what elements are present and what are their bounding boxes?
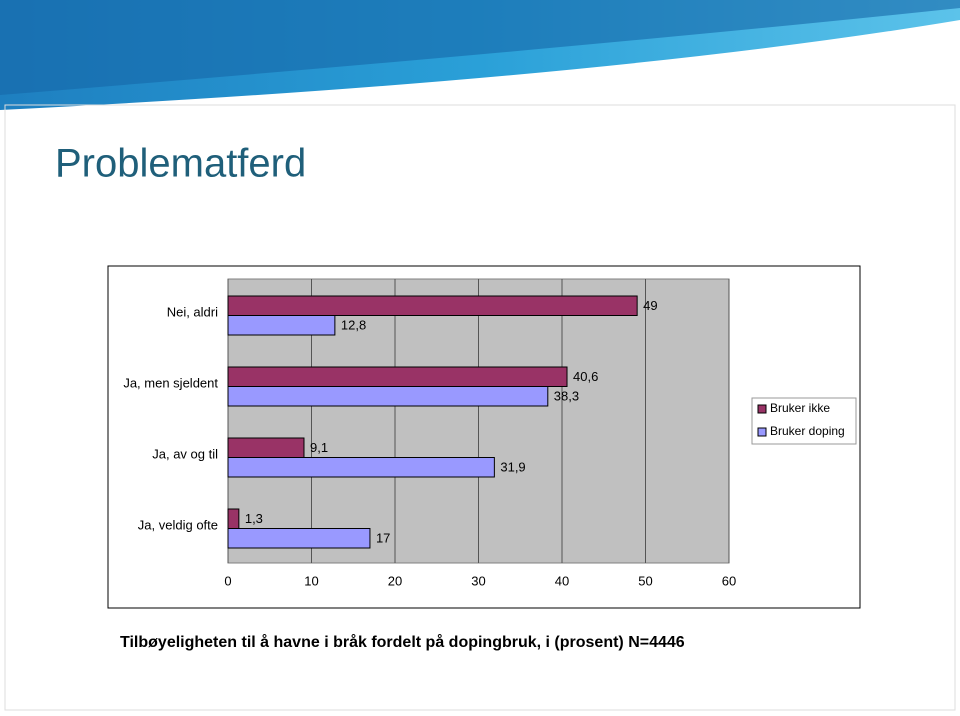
slide-title: Problematferd [55, 142, 306, 186]
bar [227, 457, 495, 478]
bar [227, 528, 371, 549]
x-tick-label: 30 [471, 573, 485, 588]
caption: Tilbøyeligheten til å havne i bråk forde… [120, 633, 685, 651]
y-tick-label: Ja, men sjeldent [123, 375, 218, 390]
value-label: 49 [643, 298, 657, 313]
legend [751, 397, 857, 445]
legend-swatch [757, 427, 767, 437]
banner-wave [0, 0, 960, 95]
value-label: 1,3 [245, 511, 263, 526]
legend-swatch [757, 404, 767, 414]
value-label: 40,6 [573, 369, 598, 384]
slide-border [4, 104, 956, 711]
bar [227, 437, 305, 458]
legend-label: Bruker ikke [770, 401, 830, 415]
bar [227, 315, 336, 336]
bar [227, 295, 638, 316]
value-label: 9,1 [310, 440, 328, 455]
bar [227, 508, 240, 529]
value-label: 12,8 [341, 318, 366, 333]
value-label: 17 [376, 531, 390, 546]
x-tick-label: 10 [304, 573, 318, 588]
bar [227, 366, 568, 387]
y-tick-label: Nei, aldri [167, 304, 218, 319]
x-tick-label: 40 [555, 573, 569, 588]
x-tick-label: 60 [722, 573, 736, 588]
x-tick-label: 0 [224, 573, 231, 588]
y-tick-label: Ja, veldig ofte [138, 517, 218, 532]
y-tick-label: Ja, av og til [152, 446, 218, 461]
legend-label: Bruker doping [770, 424, 845, 438]
value-label: 31,9 [500, 460, 525, 475]
bar [227, 386, 549, 407]
value-label: 38,3 [554, 389, 579, 404]
x-tick-label: 20 [388, 573, 402, 588]
x-tick-label: 50 [638, 573, 652, 588]
